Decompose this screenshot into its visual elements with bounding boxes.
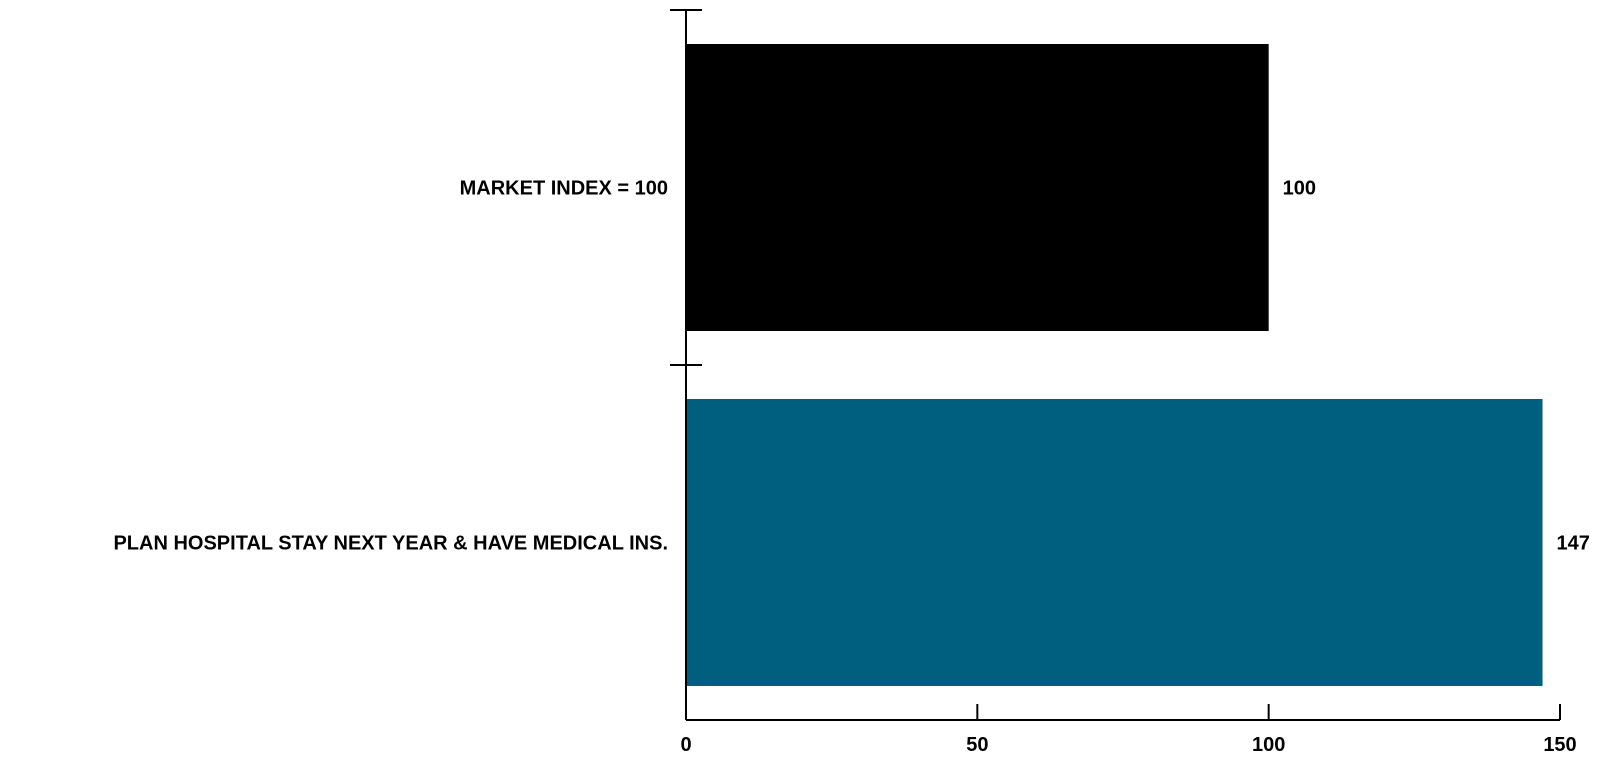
- labels-group: MARKET INDEX = 100 100 PLAN HOSPITAL STAY …: [113, 178, 1589, 757]
- bar-0: [686, 44, 1269, 331]
- x-tick-label-2: 100: [1252, 734, 1285, 756]
- x-tick-label-3: 150: [1543, 734, 1576, 756]
- axes-group: [670, 9, 1561, 721]
- value-label-0: 100: [1283, 178, 1316, 200]
- bar-1: [686, 399, 1543, 686]
- category-label-0: MARKET INDEX = 100: [460, 178, 668, 200]
- bars-group: [686, 44, 1543, 686]
- x-tick-label-0: 0: [680, 734, 691, 756]
- value-label-1: 147: [1557, 533, 1590, 555]
- x-tick-label-1: 50: [966, 734, 988, 756]
- category-label-1: PLAN HOSPITAL STAY NEXT YEAR & HAVE MEDI…: [113, 533, 668, 555]
